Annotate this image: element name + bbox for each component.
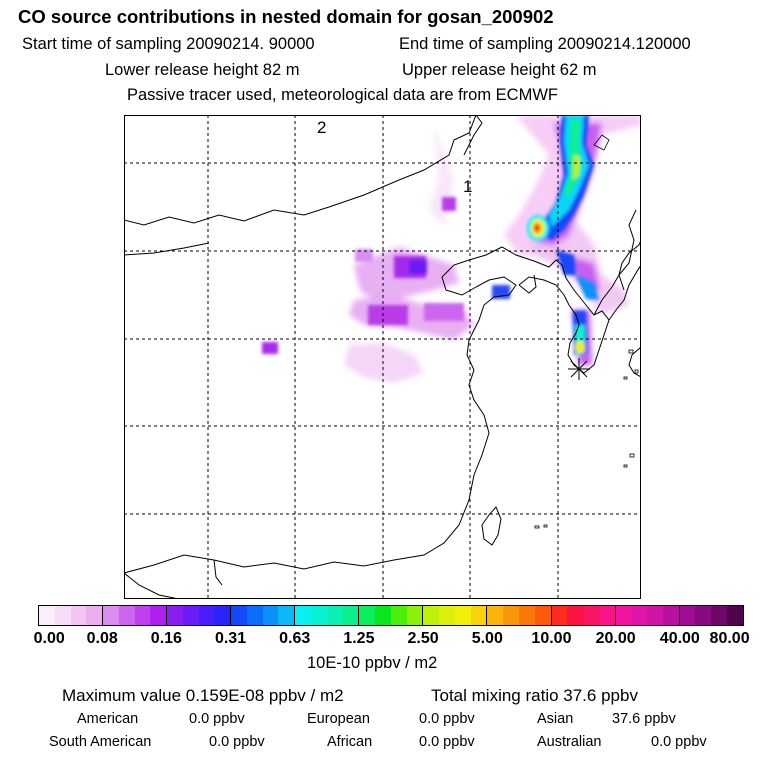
colorbar-segment xyxy=(150,606,167,625)
colorbar-segment xyxy=(678,606,696,625)
colorbar-segment xyxy=(262,606,279,625)
asterisk-icon xyxy=(568,358,590,380)
colorbar-segment xyxy=(534,606,551,625)
south-american-label: South American xyxy=(49,734,152,750)
colorbar-segment xyxy=(39,606,55,625)
maximum-value: Maximum value 0.159E-08 ppbv / m2 xyxy=(62,686,344,705)
concentration-map: 2 1 xyxy=(124,115,641,599)
colorbar-segment xyxy=(390,606,407,625)
end-time: End time of sampling 20090214.120000 xyxy=(399,35,691,53)
colorbar-segment xyxy=(631,606,648,625)
colorbar-segment xyxy=(326,606,343,625)
plot-title: CO source contributions in nested domain… xyxy=(18,6,554,27)
colorbar-segment xyxy=(406,606,423,625)
map-frame xyxy=(124,115,641,599)
african-value: 0.0 ppbv xyxy=(419,734,475,750)
colorbar-segment xyxy=(439,606,455,625)
upper-release-height: Upper release height 62 m xyxy=(402,61,597,79)
asian-value: 37.6 ppbv xyxy=(612,711,676,727)
small-islands xyxy=(534,134,639,529)
colorbar-segment xyxy=(198,606,215,625)
tracer-note: Passive tracer used, meteorological data… xyxy=(127,86,558,104)
south-american-value: 0.0 ppbv xyxy=(209,734,265,750)
map-label-1: 1 xyxy=(463,177,472,196)
colorbar-segment xyxy=(486,606,504,625)
colorbar xyxy=(38,605,744,626)
colorbar-segment xyxy=(54,606,71,625)
american-value: 0.0 ppbv xyxy=(189,711,245,727)
total-mixing-ratio: Total mixing ratio 37.6 ppbv xyxy=(431,686,638,705)
australian-value: 0.0 ppbv xyxy=(651,734,707,750)
plume-core xyxy=(262,115,599,355)
colorbar-tick-label: 5.00 xyxy=(471,630,503,647)
colorbar-segment xyxy=(230,606,247,625)
colorbar-segment xyxy=(583,606,599,625)
australian-label: Australian xyxy=(537,734,602,750)
colorbar-segment xyxy=(134,606,151,625)
colorbar-segment xyxy=(598,606,615,625)
colorbar-segment xyxy=(695,606,712,625)
asian-label: Asian xyxy=(537,711,574,727)
european-value: 0.0 ppbv xyxy=(419,711,475,727)
colorbar-tick-label: 10.00 xyxy=(531,630,572,647)
colorbar-segment xyxy=(86,606,103,625)
colorbar-tick-label: 20.00 xyxy=(595,630,636,647)
colorbar-segment xyxy=(342,606,359,625)
colorbar-tick-label: 1.25 xyxy=(343,630,375,647)
colorbar-tick-label: 40.00 xyxy=(659,630,700,647)
colorbar-segment xyxy=(278,606,295,625)
colorbar-segment xyxy=(662,606,679,625)
colorbar-segment xyxy=(470,606,487,625)
colorbar-segment xyxy=(518,606,535,625)
colorbar-segment xyxy=(726,606,743,625)
colorbar-segment xyxy=(647,606,663,625)
colorbar-unit: 10E-10 ppbv / m2 xyxy=(307,654,438,672)
colorbar-tick-label: 80.00 xyxy=(709,630,750,647)
colorbar-segment xyxy=(711,606,727,625)
colorbar-tick-label: 0.16 xyxy=(150,630,182,647)
colorbar-segment xyxy=(550,606,568,625)
colorbar-tick-label: 0.08 xyxy=(86,630,118,647)
colorbar-segment xyxy=(102,606,119,625)
colorbar-tick-label: 2.50 xyxy=(407,630,439,647)
colorbar-segment xyxy=(567,606,584,625)
european-label: European xyxy=(307,711,370,727)
colorbar-segment xyxy=(503,606,519,625)
colorbar-segment xyxy=(294,606,312,625)
lower-release-height: Lower release height 82 m xyxy=(105,61,300,79)
colorbar-segment xyxy=(166,606,183,625)
map-label-2: 2 xyxy=(317,118,326,137)
colorbar-segment xyxy=(118,606,135,625)
colorbar-segment xyxy=(70,606,87,625)
start-time: Start time of sampling 20090214. 90000 xyxy=(22,35,315,53)
colorbar-segment xyxy=(422,606,440,625)
colorbar-segment xyxy=(214,606,231,625)
american-label: American xyxy=(77,711,139,727)
african-label: African xyxy=(327,734,373,750)
colorbar-tick-label: 0.00 xyxy=(33,630,65,647)
colorbar-tick-label: 0.31 xyxy=(214,630,247,647)
colorbar-segment xyxy=(182,606,199,625)
colorbar-segment xyxy=(375,606,391,625)
colorbar-segment xyxy=(614,606,632,625)
colorbar-segment xyxy=(246,606,263,625)
colorbar-tick-label: 0.63 xyxy=(279,630,311,647)
graticule xyxy=(124,115,641,599)
colorbar-segment xyxy=(358,606,376,625)
colorbar-segment xyxy=(311,606,327,625)
colorbar-segment xyxy=(454,606,471,625)
